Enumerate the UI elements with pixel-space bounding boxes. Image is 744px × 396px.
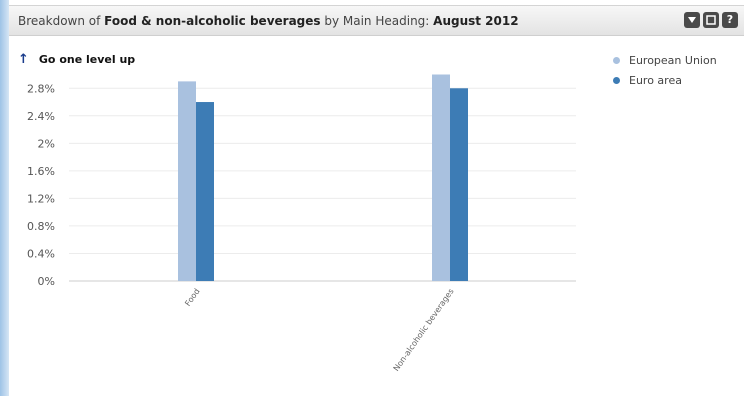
legend-label-euro-area: Euro area [629,73,682,87]
legend-marker-euro-area [613,76,620,84]
bar-euro-area [196,102,214,282]
go-up-label: Go one level up [38,53,136,66]
title-mid: by Main Heading: [320,14,434,28]
chart-panel: Breakdown of Food & non-alcoholic bevera… [9,0,744,396]
panel-header: Breakdown of Food & non-alcoholic bevera… [9,5,744,36]
legend-marker-european-union [613,56,620,64]
legend-item-euro-area[interactable]: Euro area [613,70,717,90]
y-tick-label: 2.4% [27,110,55,123]
help-icon[interactable]: ? [722,12,738,28]
maximize-icon[interactable] [703,12,719,28]
bar-european-union [432,74,450,281]
title-prefix: Breakdown of [18,14,105,28]
bar-euro-area [450,88,468,282]
legend-item-european-union[interactable]: European Union [613,50,717,70]
y-tick-label: 2.8% [27,82,55,95]
title-subject: Food & non-alcoholic beverages [104,14,321,28]
y-tick-label: 1.2% [27,192,55,205]
filter-icon[interactable] [684,12,700,28]
chart-legend: European Union Euro area [613,50,717,90]
title-period: August 2012 [433,14,519,28]
y-tick-label: 1.6% [27,165,55,178]
y-tick-label: 0.4% [27,247,55,260]
header-buttons: ? [684,12,738,28]
x-category-label: Non-alcoholic beverages [392,287,456,373]
bar-chart: 0% 0.4% 0.8% 1.2% 1.6% 2% 2.4% 2.8% Food Non-alco… [27,74,576,373]
x-category-label: Food [183,287,201,308]
y-tick-label: 0.8% [27,220,55,233]
bar-european-union [178,81,196,281]
left-edge-strip [0,0,9,396]
y-tick-label: 0% [38,275,55,288]
go-up-link[interactable]: ↑ Go one level up [18,52,135,67]
help-glyph: ? [726,13,734,26]
y-tick-label: 2% [38,137,55,150]
arrow-up-icon: ↑ [18,52,29,67]
panel-title: Breakdown of Food & non-alcoholic bevera… [18,14,519,28]
legend-label-european-union: European Union [629,53,717,67]
